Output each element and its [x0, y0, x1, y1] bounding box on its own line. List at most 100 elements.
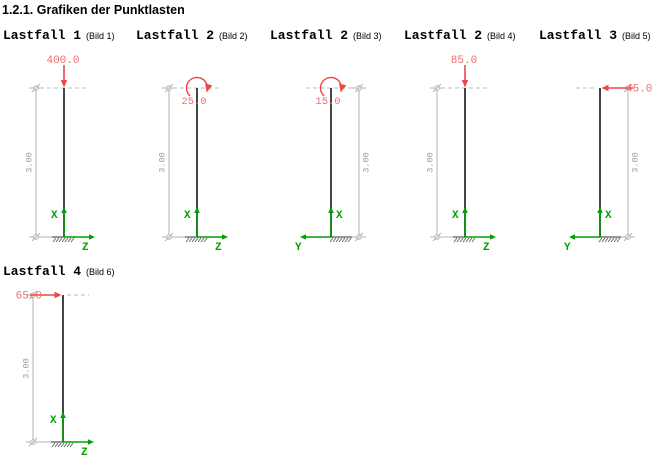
axis-y-label: Y	[295, 242, 302, 254]
load-value: 65.0	[16, 291, 42, 303]
axis-x-label: X	[336, 210, 343, 222]
dimension-value: 3.00	[362, 152, 372, 172]
point-load: 25.0	[181, 76, 213, 108]
support-hatch	[185, 236, 208, 243]
diagram-bild-label: (Bild 3)	[353, 31, 382, 41]
axis-x-arrowhead-icon	[60, 412, 66, 418]
axis-y-arrowhead-icon	[300, 234, 306, 240]
load-value: 25.0	[181, 96, 206, 108]
dimension-line: 3.00	[621, 83, 641, 242]
axis-z-label: Z	[483, 242, 490, 254]
axis-z-arrowhead-icon	[88, 439, 94, 445]
axes: XY	[564, 207, 612, 254]
load-value: 85.0	[451, 55, 477, 67]
diagram-title: Lastfall 3	[539, 28, 618, 43]
axis-x-label: X	[184, 210, 191, 222]
point-load: 65.0	[16, 291, 62, 303]
axis-x-arrowhead-icon	[462, 207, 468, 213]
axis-z-arrowhead-icon	[89, 234, 95, 240]
diagram-title: Lastfall 1	[3, 28, 82, 43]
axis-x-label: X	[51, 210, 58, 222]
diagram-header: Lastfall 2 (Bild 3)	[270, 26, 382, 44]
load-arrow-icon	[461, 80, 469, 88]
axis-x: X	[50, 412, 66, 442]
axis-y: Y	[295, 234, 331, 254]
axis-z: Z	[465, 234, 496, 254]
axis-z: Z	[63, 439, 94, 459]
load-arrow-icon	[60, 80, 68, 88]
axes: XZ	[51, 207, 95, 254]
diagram-bild-label: (Bild 5)	[622, 31, 651, 41]
axes: XZ	[184, 207, 228, 254]
dimension-line: 3.00	[22, 290, 53, 447]
dimension-line: 3.00	[25, 83, 54, 242]
axis-x: X	[328, 207, 343, 237]
axis-x: X	[51, 207, 67, 237]
diagram-header: Lastfall 2 (Bild 4)	[404, 26, 516, 44]
axis-y-label: Y	[564, 242, 571, 254]
axis-x-arrowhead-icon	[61, 207, 67, 213]
axis-x-arrowhead-icon	[328, 207, 334, 213]
diagram-bild-label: (Bild 6)	[86, 267, 115, 277]
support-hatch	[51, 441, 74, 448]
moment-arc-icon	[185, 76, 213, 97]
diagram-title: Lastfall 4	[3, 264, 82, 279]
diagram-header: Lastfall 1 (Bild 1)	[3, 26, 115, 44]
diagram-header: Lastfall 3 (Bild 5)	[539, 26, 651, 44]
axis-x: X	[597, 207, 612, 237]
diagram-bild-label: (Bild 4)	[487, 31, 516, 41]
axis-y: Y	[564, 234, 600, 254]
axes: XZ	[452, 207, 496, 254]
dimension-value: 3.00	[25, 152, 35, 172]
diagram-title: Lastfall 2	[270, 28, 349, 43]
diagram-header: Lastfall 4 (Bild 6)	[3, 262, 115, 280]
axis-z-label: Z	[81, 447, 88, 459]
load-arrow-icon	[54, 291, 62, 299]
diagram-bild-label: (Bild 2)	[219, 31, 248, 41]
diagram-header: Lastfall 2 (Bild 2)	[136, 26, 248, 44]
axis-z: Z	[197, 234, 228, 254]
point-load: 400.0	[46, 55, 80, 88]
support-hatch	[52, 236, 75, 243]
dimension-value: 3.00	[631, 152, 641, 172]
support-hatch	[329, 236, 352, 243]
diagram-title: Lastfall 2	[404, 28, 483, 43]
axis-z-label: Z	[82, 242, 89, 254]
axis-x-arrowhead-icon	[597, 207, 603, 213]
axis-z-label: Z	[215, 242, 222, 254]
axis-x: X	[184, 207, 200, 237]
point-load: 45.0	[601, 84, 652, 96]
diagram-bild-label: (Bild 1)	[86, 31, 115, 41]
axis-x: X	[452, 207, 468, 237]
axis-x-label: X	[50, 415, 57, 427]
axis-x-label: X	[452, 210, 459, 222]
load-value: 45.0	[626, 84, 652, 96]
dimension-value: 3.00	[22, 358, 32, 378]
axis-x-label: X	[605, 210, 612, 222]
load-value: 400.0	[46, 55, 79, 67]
dimension-value: 3.00	[426, 152, 436, 172]
point-load: 15.0	[315, 76, 347, 108]
dimension-line: 3.00	[426, 83, 455, 242]
axis-z-arrowhead-icon	[490, 234, 496, 240]
support-hatch	[598, 236, 621, 243]
axes: XY	[295, 207, 343, 254]
axis-z: Z	[64, 234, 95, 254]
dimension-line: 3.00	[352, 83, 372, 242]
moment-arc-icon	[319, 76, 347, 97]
axis-x-arrowhead-icon	[194, 207, 200, 213]
point-load: 85.0	[451, 55, 477, 88]
dimension-line: 3.00	[158, 83, 187, 242]
axis-z-arrowhead-icon	[222, 234, 228, 240]
load-arrow-icon	[601, 84, 609, 92]
page-title: 1.2.1. Grafiken der Punktlasten	[2, 3, 185, 17]
support-hatch	[453, 236, 476, 243]
axes: XZ	[50, 412, 94, 459]
